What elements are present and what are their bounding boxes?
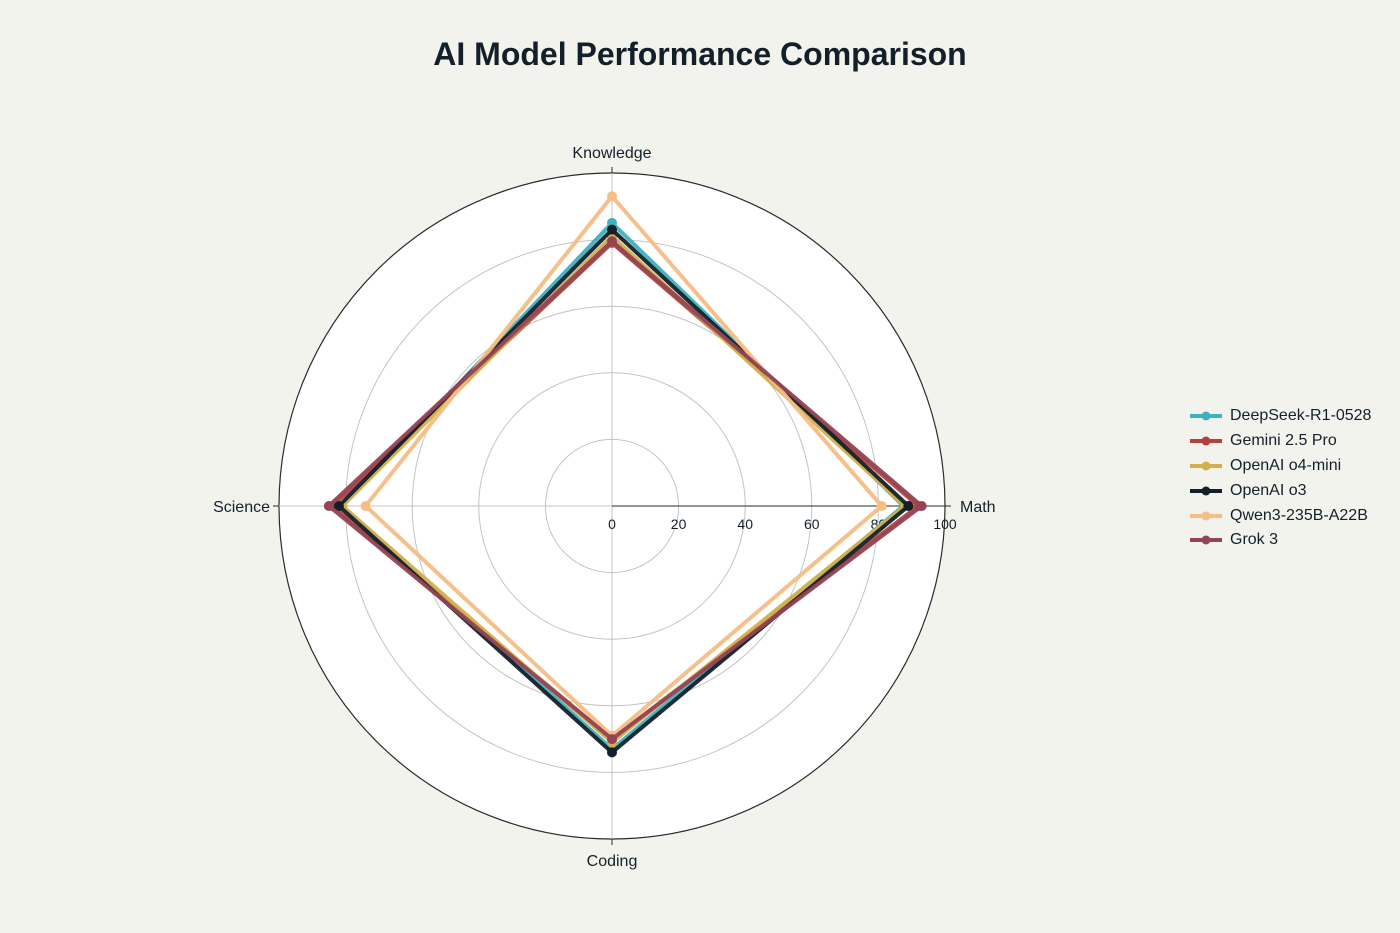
legend-item[interactable]: Qwen3-235B-A22B <box>1188 503 1371 528</box>
axis-label-math: Math <box>960 499 996 516</box>
legend-swatch <box>1190 411 1222 421</box>
legend-swatch <box>1190 535 1222 545</box>
axis-label-science: Science <box>213 499 270 516</box>
data-point-4-3 <box>360 501 371 511</box>
chart-legend: DeepSeek-R1-0528 Gemini 2.5 Pro OpenAI o4-… <box>1188 404 1371 553</box>
axis-label-coding: Coding <box>587 853 638 870</box>
data-point-5-1 <box>916 501 927 511</box>
chart-title: AI Model Performance Comparison <box>433 36 967 72</box>
legend-label: Grok 3 <box>1230 531 1279 549</box>
legend-swatch <box>1190 461 1222 471</box>
legend-item[interactable]: Gemini 2.5 Pro <box>1188 429 1371 454</box>
data-point-4-0 <box>607 191 617 202</box>
radial-tick-label: 40 <box>737 516 753 532</box>
legend-item[interactable]: Grok 3 <box>1188 528 1371 553</box>
radial-tick-label: 60 <box>804 516 820 532</box>
data-point-5-2 <box>607 734 617 745</box>
legend-item[interactable]: OpenAI o4-mini <box>1188 454 1371 479</box>
data-point-5-3 <box>323 501 334 511</box>
radial-tick-label: 0 <box>608 516 616 532</box>
radial-tick-label: 20 <box>671 516 687 532</box>
legend-label: DeepSeek-R1-0528 <box>1230 407 1372 425</box>
data-point-3-2 <box>607 747 617 758</box>
axis-label-knowledge: Knowledge <box>572 145 651 162</box>
data-point-4-1 <box>876 501 887 511</box>
legend-item[interactable]: OpenAI o3 <box>1188 478 1371 503</box>
legend-swatch <box>1190 436 1222 446</box>
data-point-3-3 <box>333 501 344 511</box>
legend-label: Gemini 2.5 Pro <box>1230 432 1337 450</box>
legend-label: OpenAI o3 <box>1230 481 1307 499</box>
data-point-3-0 <box>607 224 617 235</box>
radial-tick-label: 100 <box>933 516 957 532</box>
legend-item[interactable]: DeepSeek-R1-0528 <box>1188 404 1371 429</box>
data-point-3-1 <box>903 501 914 511</box>
data-point-5-0 <box>607 236 617 247</box>
legend-label: OpenAI o4-mini <box>1230 456 1342 474</box>
legend-swatch <box>1190 486 1222 496</box>
legend-label: Qwen3-235B-A22B <box>1230 506 1368 524</box>
legend-swatch <box>1190 511 1222 521</box>
